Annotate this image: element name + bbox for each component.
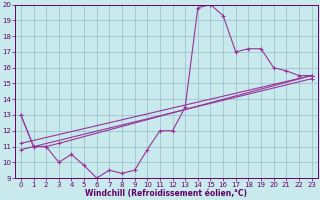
X-axis label: Windchill (Refroidissement éolien,°C): Windchill (Refroidissement éolien,°C): [85, 189, 247, 198]
